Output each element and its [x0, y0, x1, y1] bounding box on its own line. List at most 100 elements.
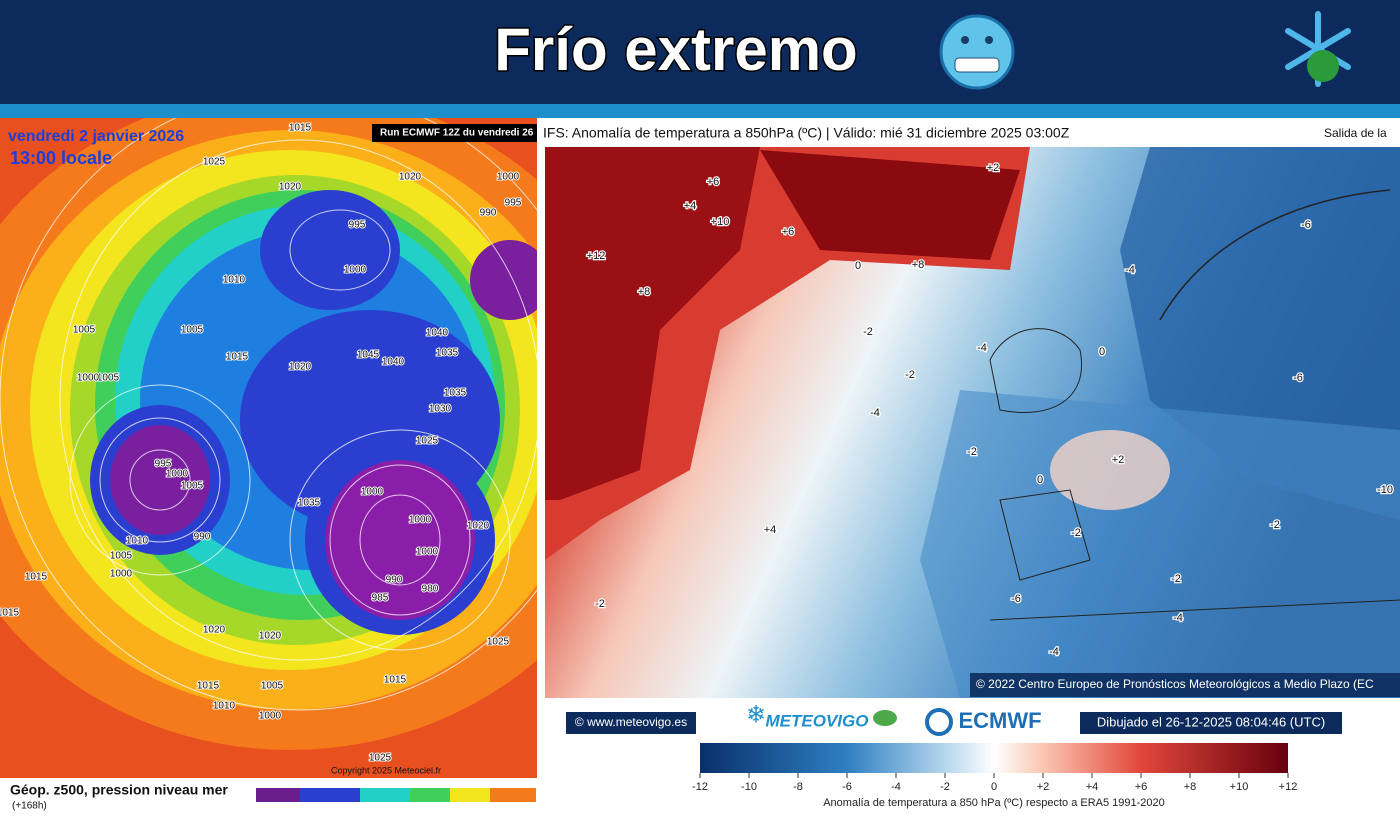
contour-label: 1025: [487, 637, 510, 648]
site: © www.meteovigo.es: [575, 715, 687, 729]
contour-label: 1000: [166, 469, 189, 480]
contour-label: 1005: [181, 325, 204, 336]
colorbar-tick-label: -8: [793, 781, 803, 793]
contour-label: 1015: [226, 352, 249, 363]
brand: METEOVIGO: [766, 711, 869, 730]
contour-label: 1000: [110, 569, 133, 580]
contour-label: -4: [977, 342, 987, 354]
contour-label: 1000: [497, 172, 520, 183]
colorbar: [700, 743, 1288, 773]
contour-label: 995: [155, 459, 172, 470]
contour-label: +2: [987, 162, 1000, 174]
contour-label: 1000: [344, 265, 367, 276]
colorbar-tick-label: -2: [940, 781, 950, 793]
contour-label: 1000: [416, 547, 439, 558]
contour-label: -6: [1301, 219, 1311, 231]
contour-label: 1020: [289, 362, 312, 373]
contour-label: +4: [684, 200, 697, 212]
contour-label: +8: [638, 286, 651, 298]
contour-label: -4: [1125, 264, 1135, 276]
colorbar-tick-label: -12: [692, 781, 708, 793]
logo-snowflake: [1285, 11, 1351, 87]
contour-label: -10: [1377, 484, 1393, 496]
contour-label: 0: [1099, 346, 1105, 358]
contour-label: 1005: [110, 551, 133, 562]
contour-label: -4: [870, 407, 880, 419]
contour-label: 1025: [369, 753, 392, 764]
colorbar-tick-label: +6: [1135, 781, 1148, 793]
contour-label: 980: [422, 584, 439, 595]
lead-time: (+168h): [12, 801, 47, 812]
contour-label: -2: [905, 369, 915, 381]
contour-label: 1000: [361, 487, 384, 498]
page-title: Frío extremo: [494, 16, 857, 83]
contour-label: -2: [863, 326, 873, 338]
contour-label: -4: [1173, 612, 1183, 624]
contour-label: 990: [194, 532, 211, 543]
contour-label: 990: [386, 575, 403, 586]
header-bar: [0, 0, 1400, 104]
contour-label: +12: [587, 250, 606, 262]
contour-label: 1020: [279, 182, 302, 193]
contour-label: 1015: [384, 675, 407, 686]
cold-face-icon: [939, 14, 1015, 90]
colorbar-tick-label: +2: [1037, 781, 1050, 793]
ecmwf: ECMWF: [958, 708, 1041, 733]
drawn-date: Dibujado el 26-12-2025 08:04:46 (UTC): [1097, 714, 1325, 729]
colorbar-tick-label: +4: [1086, 781, 1099, 793]
contour-label: 1005: [73, 325, 96, 336]
contour-label: 985: [372, 593, 389, 604]
left-map: [0, 118, 537, 778]
contour-label: 995: [349, 220, 366, 231]
contour-label: 1015: [25, 572, 48, 583]
contour-label: 1005: [181, 481, 204, 492]
contour-label: 1015: [197, 681, 220, 692]
map-time: 13:00 locale: [10, 148, 112, 168]
contour-label: 1000: [409, 515, 432, 526]
right-map: [545, 147, 1400, 698]
contour-label: 1000: [77, 373, 100, 384]
contour-label: +10: [711, 216, 730, 228]
contour-label: 1010: [126, 536, 149, 547]
contour-label: +8: [912, 259, 925, 271]
colorbar-tick-label: -4: [891, 781, 901, 793]
brand-icon: ❄: [746, 701, 766, 728]
run-box: [372, 124, 537, 142]
contour-label: 1020: [203, 625, 226, 636]
contour-label: +4: [764, 524, 777, 536]
contour-label: -2: [1071, 527, 1081, 539]
run-note: Salida de la: [1324, 126, 1387, 140]
z500-legend: [256, 788, 536, 802]
contour-label: -4: [1049, 646, 1059, 658]
contour-label: 1005: [97, 373, 120, 384]
contour-label: 1020: [399, 172, 422, 183]
contour-label: -2: [967, 446, 977, 458]
right-map-title: IFS: Anomalía de temperatura a 850hPa (º…: [543, 125, 1070, 141]
contour-label: +6: [782, 226, 795, 238]
contour-label: 1015: [0, 608, 20, 619]
contour-label: 1000: [259, 711, 282, 722]
colorbar-tick-label: +12: [1279, 781, 1298, 793]
map-caption: Géop. z500, pression niveau mer: [10, 782, 228, 798]
site-box: [566, 712, 696, 734]
run-label: Run ECMWF 12Z du vendredi 26: [380, 128, 534, 139]
contour-label: 1025: [416, 436, 439, 447]
brand-leaf: [873, 710, 897, 726]
contour-label: 995: [505, 198, 522, 209]
contour-label: 1035: [298, 498, 321, 509]
contour-label: 1035: [436, 348, 459, 359]
contour-label: 1020: [259, 631, 282, 642]
header-strip: [0, 104, 1400, 118]
contour-label: 0: [1037, 474, 1043, 486]
contour-label: 1040: [426, 328, 449, 339]
contour-label: 1030: [429, 404, 452, 415]
contour-label: 1045: [357, 350, 380, 361]
contour-label: 1015: [289, 123, 312, 134]
contour-label: 1025: [203, 157, 226, 168]
colorbar-tick-label: 0: [991, 781, 997, 793]
copyright: Copyright 2025 Meteociel.fr: [331, 765, 441, 775]
contour-label: 1010: [213, 701, 236, 712]
credit: © 2022 Centro Europeo de Pronósticos Met…: [976, 677, 1374, 691]
